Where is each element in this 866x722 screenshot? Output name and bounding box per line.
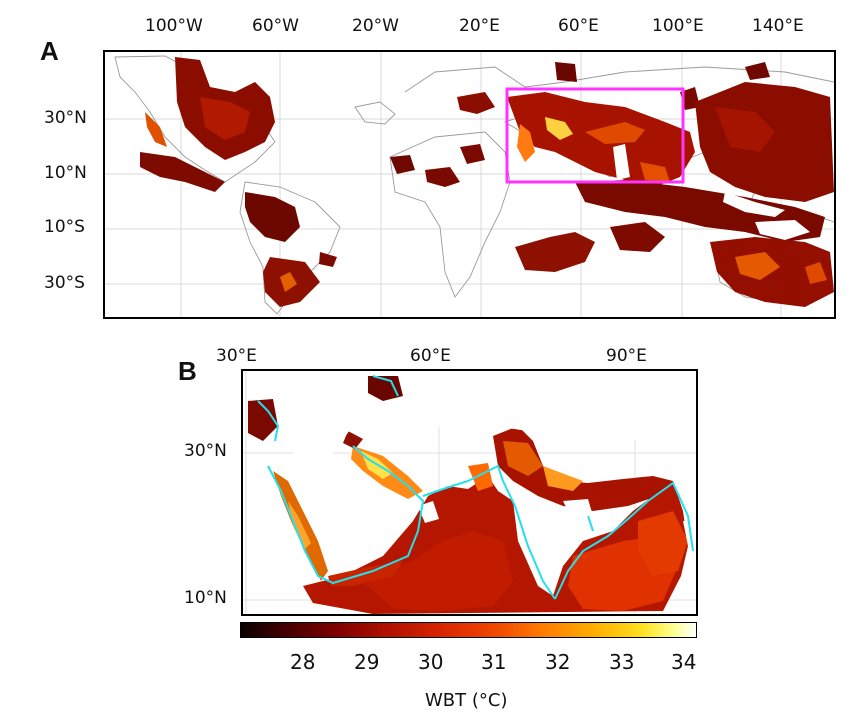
world-wbt-field — [140, 57, 834, 307]
colorbar-tick-33: 33 — [609, 650, 635, 674]
lat-tick-10s: 10°S — [44, 217, 85, 237]
region-highlight-box — [505, 87, 685, 184]
lon-tick-60e: 60°E — [558, 16, 599, 36]
colorbar-label: WBT (°C) — [425, 690, 508, 711]
regional-coastlines — [257, 375, 694, 600]
lat-tick-b-30n: 30°N — [184, 441, 227, 461]
colorbar-tick-29: 29 — [354, 650, 380, 674]
colorbar-tick-30: 30 — [418, 650, 444, 674]
lat-tick-30s: 30°S — [44, 273, 85, 293]
lon-tick-60w: 60°W — [252, 16, 299, 36]
panel-b-label: B — [178, 356, 197, 386]
lat-tick-10n: 10°N — [44, 163, 87, 183]
colorbar-tick-32: 32 — [545, 650, 571, 674]
colorbar-tick-28: 28 — [290, 650, 316, 674]
lon-tick-b-30e: 30°E — [216, 346, 257, 366]
lon-tick-b-90e: 90°E — [606, 346, 647, 366]
lat-tick-30n: 30°N — [44, 108, 87, 128]
colorbar — [240, 622, 697, 638]
lon-tick-100w: 100°W — [145, 16, 203, 36]
world-map-svg — [105, 52, 834, 317]
lon-tick-20e: 20°E — [459, 16, 500, 36]
lon-tick-b-60e: 60°E — [410, 346, 451, 366]
regional-map-svg — [243, 371, 696, 614]
lat-tick-b-10n: 10°N — [184, 588, 227, 608]
regional-wbt-field — [248, 371, 696, 614]
colorbar-tick-31: 31 — [481, 650, 507, 674]
world-map — [103, 50, 836, 319]
colorbar-tick-34: 34 — [671, 650, 697, 674]
lon-tick-20w: 20°W — [352, 16, 399, 36]
regional-map — [241, 369, 698, 616]
panel-a-label: A — [40, 36, 59, 66]
lon-tick-100e: 100°E — [652, 16, 704, 36]
lon-tick-140e: 140°E — [752, 16, 804, 36]
